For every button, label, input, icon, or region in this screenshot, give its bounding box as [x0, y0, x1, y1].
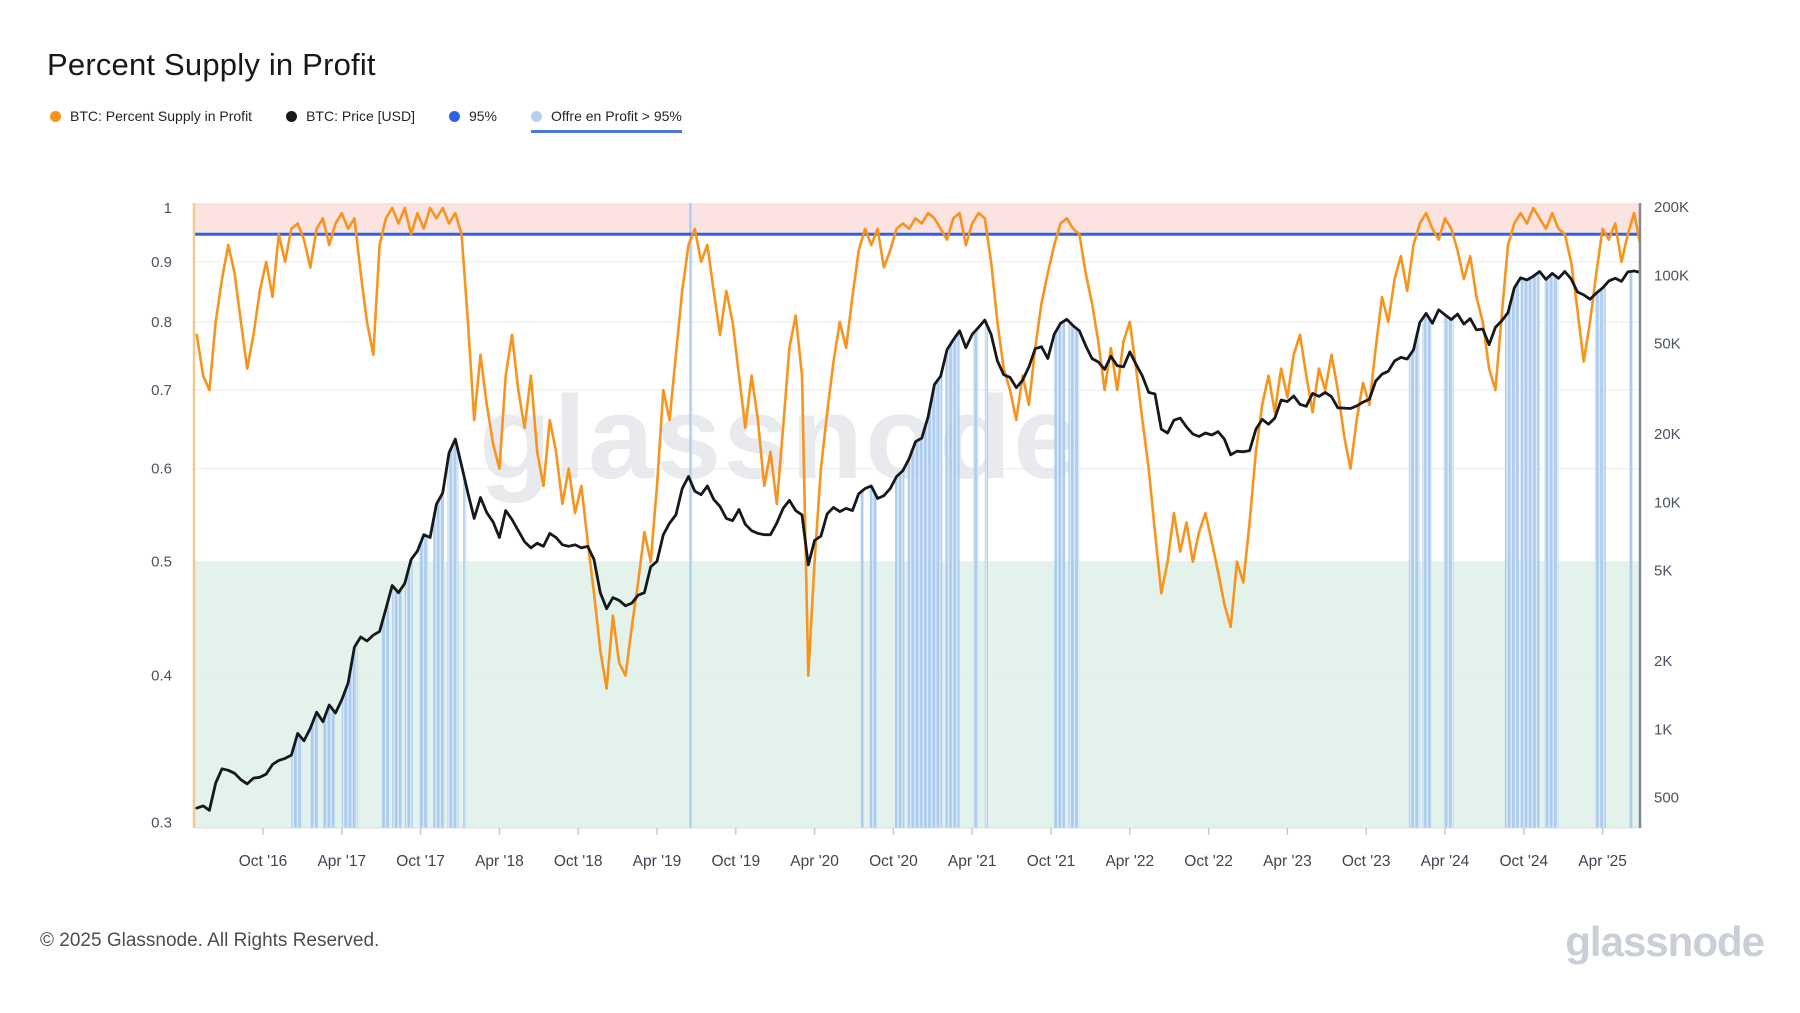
- left-axis-tick-label: 0.9: [151, 254, 172, 271]
- x-axis-tick-label: Apr '18: [475, 853, 524, 870]
- x-axis-tick-label: Apr '17: [317, 853, 366, 870]
- left-axis-tick-label: 0.4: [151, 668, 172, 685]
- legend-item-percent-supply[interactable]: BTC: Percent Supply in Profit: [50, 108, 252, 133]
- profit-gt95-bar: [689, 203, 693, 828]
- legend-dot-orange-icon: [50, 110, 61, 122]
- x-axis-tick-label: Apr '22: [1105, 853, 1154, 870]
- profit-gt95-bar: [341, 642, 358, 828]
- legend-label: Offre en Profit > 95%: [551, 108, 682, 124]
- profit-gt95-bars: [291, 203, 1633, 828]
- x-axis-tick-label: Oct '17: [396, 853, 445, 870]
- legend-dot-lightblue-icon: [531, 110, 543, 122]
- x-axis-tick-label: Oct '20: [869, 853, 918, 870]
- profit-gt95-bar: [1408, 322, 1420, 828]
- x-axis-tick-label: Oct '18: [554, 853, 603, 870]
- profit-gt95-bar: [291, 734, 303, 828]
- right-axis-tick-label: 100K: [1654, 267, 1689, 284]
- right-axis-tick-label: 50K: [1654, 336, 1681, 353]
- legend-dot-black-icon: [286, 110, 298, 122]
- right-axis-tick-label: 2K: [1654, 653, 1672, 670]
- left-axis-tick-label: 0.5: [151, 554, 172, 571]
- profit-gt95-bar: [1422, 314, 1432, 828]
- profit-gt95-bar: [945, 330, 960, 828]
- profit-gt95-bar: [404, 557, 413, 828]
- profit-gt95-bar: [1068, 320, 1080, 828]
- x-axis-tick-label: Oct '21: [1027, 853, 1076, 870]
- legend-item-supply-gt-95[interactable]: Offre en Profit > 95%: [531, 108, 682, 133]
- profit-gt95-bar: [310, 714, 319, 828]
- left-axis-tick-label: 0.8: [151, 314, 172, 331]
- left-axis-tick-label: 0.3: [151, 814, 172, 831]
- profit-gt95-bar: [1520, 271, 1540, 828]
- left-axis-tick-label: 0.7: [151, 382, 172, 399]
- x-axis-tick-label: Apr '20: [790, 853, 839, 870]
- x-axis-tick-label: Apr '21: [948, 853, 997, 870]
- legend-item-btc-price[interactable]: BTC: Price [USD]: [286, 108, 415, 133]
- profit-gt95-bar: [984, 320, 988, 828]
- x-axis-tick-label: Apr '19: [633, 853, 682, 870]
- profit-gt95-bar: [381, 596, 390, 828]
- right-axis-tick-label: 10K: [1654, 494, 1681, 511]
- profit-gt95-bar: [447, 440, 459, 828]
- right-axis-tick-label: 500: [1654, 790, 1679, 807]
- copyright-text: © 2025 Glassnode. All Rights Reserved.: [40, 930, 380, 951]
- profit-gt95-bar: [1594, 284, 1606, 828]
- profit-gt95-bar: [392, 585, 402, 828]
- page-title: Percent Supply in Profit: [47, 47, 376, 82]
- profit-gt95-bar: [322, 707, 336, 828]
- profit-gt95-bar: [419, 534, 429, 828]
- right-axis-tick-label: 20K: [1654, 426, 1681, 443]
- legend-item-95-threshold[interactable]: 95%: [448, 108, 498, 133]
- profit-gt95-bar: [907, 368, 943, 828]
- profit-gt95-bar: [869, 486, 877, 828]
- chart-legend: BTC: Percent Supply in Profit BTC: Price…: [50, 108, 682, 133]
- x-axis-tick-label: Oct '24: [1499, 853, 1548, 870]
- supply-in-profit-chart[interactable]: glassnode 1 0.9 0.8 0.7 0.6 0.5 0.4 0.3 200K 100K 5…: [0, 150, 1800, 870]
- profit-gt95-bar: [463, 471, 467, 828]
- legend-label: BTC: Percent Supply in Profit: [70, 108, 253, 124]
- right-axis-tick-label: 1K: [1654, 721, 1672, 738]
- x-axis-tick-label: Oct '19: [711, 853, 760, 870]
- profit-gt95-bar: [895, 467, 905, 828]
- profit-gt95-bar: [1054, 320, 1066, 828]
- x-axis-tick-label: Oct '23: [1342, 853, 1391, 870]
- profit-gt95-bar: [1443, 313, 1454, 828]
- profit-gt95-bar: [860, 489, 864, 828]
- x-axis-tick-label: Oct '16: [239, 853, 288, 870]
- legend-label: 95%: [468, 108, 498, 124]
- legend-dot-blue-icon: [448, 110, 460, 122]
- profit-gt95-bar: [1629, 271, 1633, 828]
- x-axis-tick-label: Apr '23: [1263, 853, 1312, 870]
- percent-supply-line: [195, 206, 1639, 690]
- glassnode-watermark: glassnode: [479, 372, 1081, 504]
- series-lines: [195, 206, 1639, 812]
- profit-gt95-bar: [973, 327, 979, 828]
- left-axis-tick-label: 1: [164, 200, 172, 217]
- glassnode-logo: glassnode: [1565, 918, 1765, 965]
- left-axis-tick-label: 0.6: [151, 461, 172, 478]
- profit-gt95-bar: [433, 481, 445, 828]
- x-axis-tick-label: Apr '25: [1578, 853, 1627, 870]
- btc-price-line: [195, 269, 1639, 812]
- x-axis-tick-label: Apr '24: [1421, 853, 1470, 870]
- right-axis-tick-label: 200K: [1654, 199, 1689, 216]
- profit-gt95-bar: [1504, 280, 1520, 828]
- x-axis-tick-label: Oct '22: [1184, 853, 1233, 870]
- chart-area[interactable]: glassnode 1 0.9 0.8 0.7 0.6 0.5 0.4 0.3 200K 100K 5…: [0, 150, 1800, 870]
- profit-gt95-bar: [1544, 274, 1559, 828]
- legend-label: BTC: Price [USD]: [306, 108, 415, 124]
- right-axis-tick-label: 5K: [1654, 563, 1672, 580]
